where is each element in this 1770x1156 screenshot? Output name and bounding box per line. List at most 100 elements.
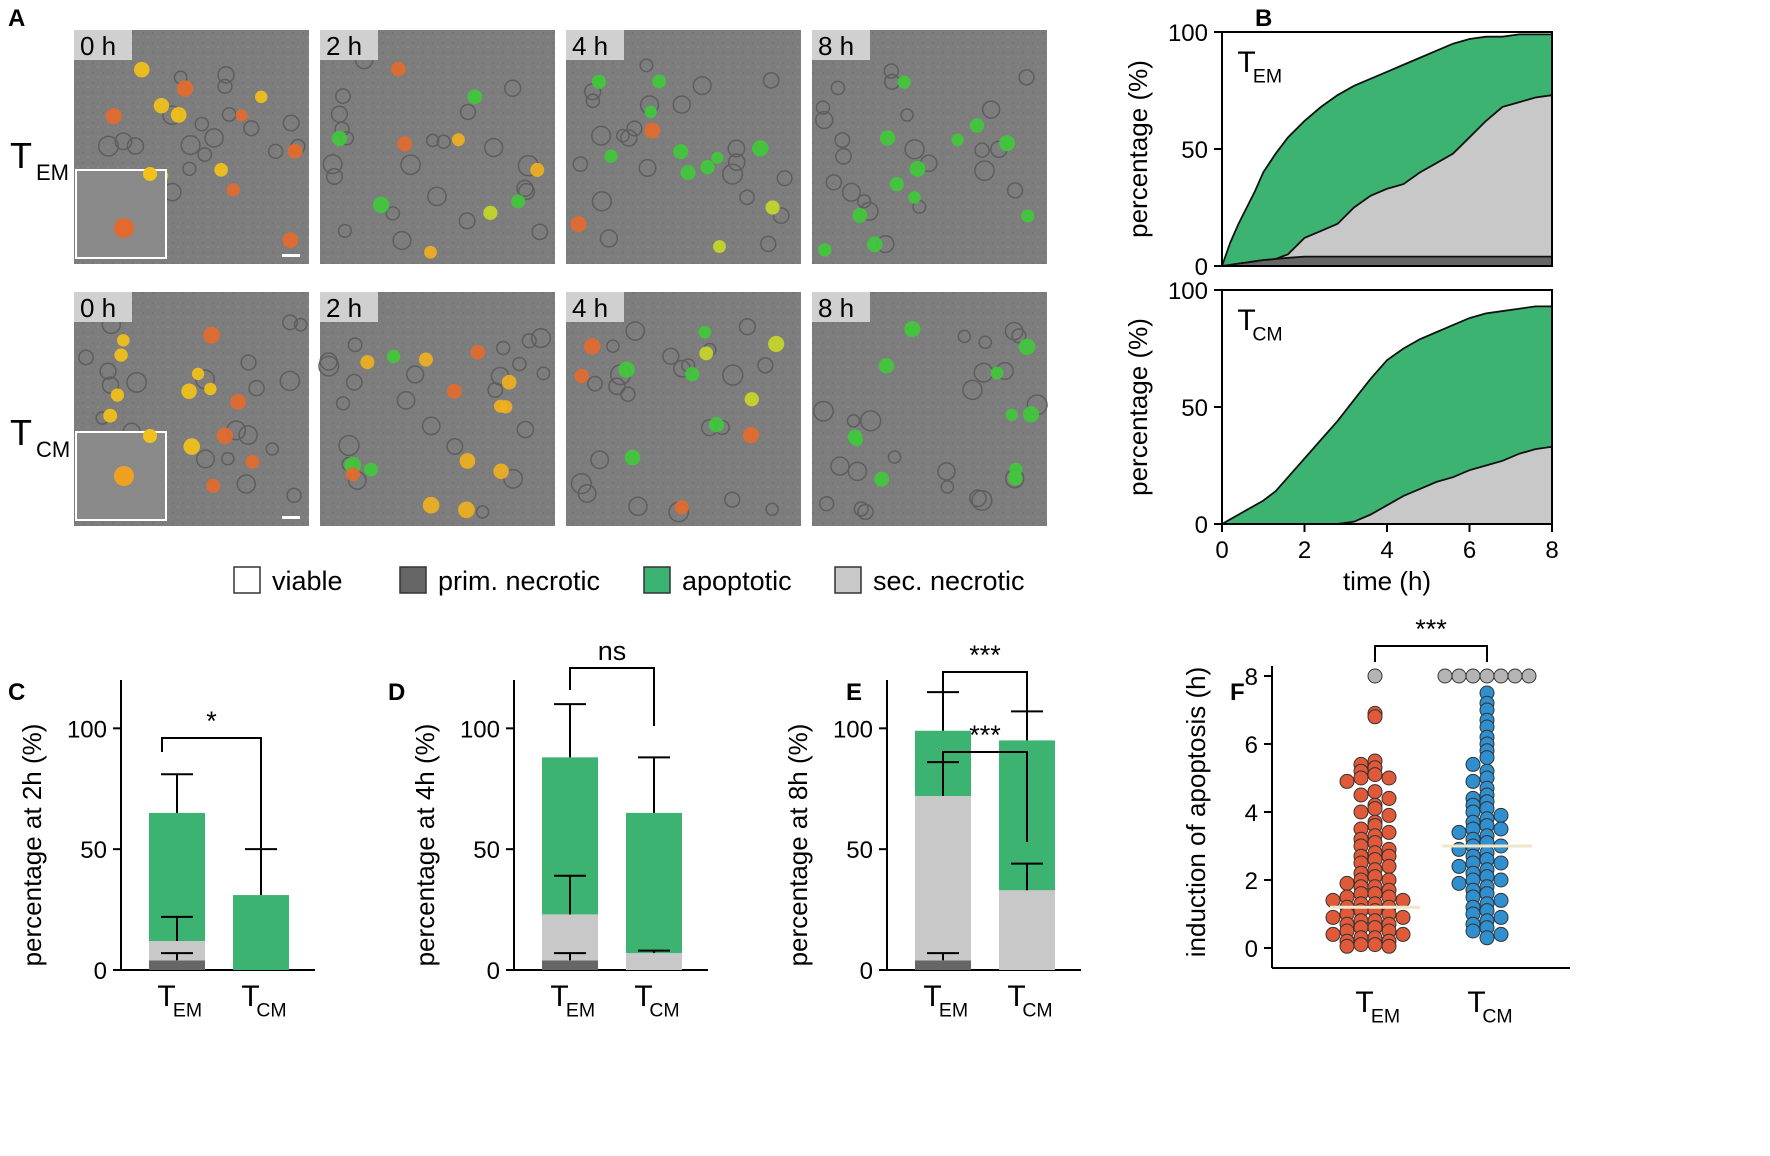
cell-outline — [815, 100, 831, 115]
cell-outline — [606, 339, 620, 353]
y-tick-label: 100 — [1168, 278, 1208, 305]
data-point — [1465, 773, 1481, 789]
legend-swatch — [399, 566, 427, 594]
cell-outline — [846, 414, 861, 428]
cell-outline — [974, 160, 995, 182]
cell-outline — [692, 75, 712, 96]
bar-apoptotic — [233, 895, 289, 970]
y-tick-label: 0 — [1195, 254, 1208, 281]
fluorescent-cell — [699, 346, 714, 361]
fluorescent-cell — [570, 215, 587, 233]
data-point — [1367, 709, 1383, 725]
x-category-label: TEM — [550, 980, 595, 1022]
x-category-label: TEM — [923, 980, 968, 1022]
fluorescent-cell — [879, 130, 896, 146]
time-label-bg — [812, 292, 870, 322]
cell-outline — [345, 373, 363, 391]
cell-outline — [516, 179, 534, 198]
fluorescent-cell — [951, 133, 964, 147]
fluorescent-cell — [866, 236, 883, 253]
data-point — [1395, 909, 1411, 925]
fluorescent-cell — [752, 140, 769, 157]
svg-text:T: T — [241, 980, 259, 1013]
svg-text:T: T — [10, 412, 32, 453]
fluorescent-cell — [255, 90, 268, 104]
data-point — [1381, 824, 1397, 840]
svg-text:CM: CM — [649, 1000, 679, 1022]
time-label-bg — [812, 30, 870, 60]
y-tick-label: 50 — [473, 837, 500, 864]
fluorescent-cell — [990, 366, 1004, 380]
cell-outline — [616, 128, 630, 143]
fluorescent-cell — [391, 61, 406, 77]
svg-text:T: T — [1355, 986, 1373, 1019]
cell-outline — [516, 420, 535, 439]
bar-prim-necrotic — [915, 960, 971, 970]
fluorescent-cell — [698, 325, 712, 339]
fluorescent-cell — [1018, 338, 1036, 356]
time-label: 0 h — [80, 31, 116, 61]
chart-title: TCM — [1237, 304, 1282, 346]
chart-title: TEM — [1237, 46, 1282, 88]
fluorescent-cell — [216, 427, 234, 445]
micrograph-tcm-1: 2 h — [318, 292, 555, 526]
cell-outline — [1018, 69, 1035, 86]
fluorescent-cell — [713, 240, 726, 254]
significance-bracket-mid — [942, 751, 1028, 842]
data-point — [1507, 668, 1523, 684]
legend-label: apoptotic — [682, 566, 792, 596]
data-point — [1493, 909, 1509, 925]
bar-prim-necrotic — [149, 960, 205, 970]
fluorescent-cell — [1005, 408, 1018, 422]
cell-outline — [475, 505, 490, 519]
svg-text:EM: EM — [939, 1000, 968, 1022]
fluorescent-cell — [499, 400, 513, 414]
fluorescent-cell — [1022, 406, 1040, 423]
cell-outline — [325, 167, 343, 185]
micrograph-tcm-2: 4 h — [566, 292, 801, 526]
fluorescent-cell — [493, 463, 509, 480]
bar-apoptotic — [626, 812, 682, 954]
y-tick-label: 8 — [1245, 664, 1258, 691]
fluorescent-cell — [153, 97, 170, 114]
cell-outline — [937, 462, 956, 481]
cell-outline — [293, 317, 308, 332]
y-axis-label: percentage (%) — [1123, 60, 1153, 238]
cell-outline — [427, 186, 447, 207]
svg-text:EM: EM — [36, 160, 69, 185]
y-tick-label: 0 — [487, 958, 500, 985]
cell-outline — [1011, 328, 1027, 344]
cell-outline — [406, 365, 425, 384]
fluorescent-cell — [470, 344, 486, 360]
y-axis-label: induction of apoptosis (h) — [1181, 667, 1211, 958]
cell-outline — [900, 108, 914, 122]
fluorescent-cell — [685, 367, 700, 382]
y-tick-label: 100 — [460, 716, 500, 743]
scale-bar — [282, 516, 300, 519]
fluorescent-cell — [226, 183, 240, 197]
cell-outline — [962, 379, 983, 401]
cell-outline — [599, 229, 619, 248]
fluorescent-cell — [459, 453, 476, 469]
data-point — [1381, 807, 1397, 823]
cell-outline — [762, 71, 780, 89]
fluorescent-cell — [345, 467, 360, 482]
fluorescent-cell — [644, 122, 661, 139]
significance-bracket-label: ns — [598, 636, 627, 666]
data-point — [1325, 909, 1341, 925]
fluorescent-cell — [909, 160, 926, 177]
data-point — [1339, 938, 1355, 954]
fluorescent-cell — [673, 144, 689, 160]
bar-sec-necrotic — [149, 941, 205, 961]
cell-outline — [590, 450, 610, 470]
cell-outline — [335, 396, 351, 411]
data-point — [1465, 756, 1481, 772]
cell-outline — [628, 496, 648, 517]
cell-outline — [503, 468, 524, 489]
data-point — [1395, 892, 1411, 908]
data-point — [1479, 930, 1495, 946]
x-category-label: TEM — [157, 980, 202, 1022]
cell-outline — [446, 438, 464, 455]
